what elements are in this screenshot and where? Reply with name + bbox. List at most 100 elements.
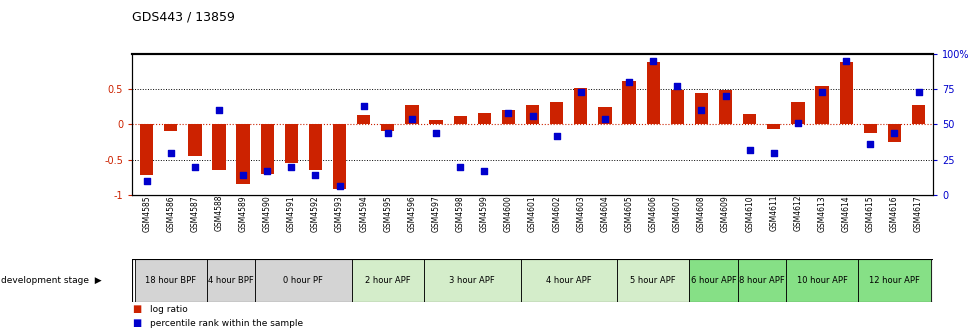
Point — [741, 147, 757, 153]
Point — [645, 58, 660, 64]
Text: GSM4598: GSM4598 — [455, 195, 465, 232]
Bar — [767, 124, 779, 129]
Point — [427, 130, 443, 135]
Bar — [520, 259, 616, 302]
Text: 3 hour APF: 3 hour APF — [449, 276, 495, 285]
Text: GSM4588: GSM4588 — [214, 195, 223, 232]
Text: GSM4600: GSM4600 — [504, 195, 512, 232]
Text: development stage  ▶: development stage ▶ — [1, 276, 102, 285]
Text: 4 hour APF: 4 hour APF — [546, 276, 591, 285]
Bar — [718, 90, 732, 124]
Text: GSM4617: GSM4617 — [913, 195, 922, 232]
Bar — [255, 259, 351, 302]
Bar — [477, 113, 490, 124]
Bar — [670, 90, 684, 124]
Bar — [212, 124, 225, 170]
Point — [162, 150, 178, 155]
Point — [621, 79, 637, 85]
Text: GSM4602: GSM4602 — [552, 195, 560, 232]
Bar — [598, 107, 611, 124]
Bar — [285, 124, 297, 163]
Text: GSM4585: GSM4585 — [142, 195, 151, 232]
Text: 4 hour BPF: 4 hour BPF — [208, 276, 253, 285]
Point — [814, 89, 829, 94]
Point — [862, 141, 877, 147]
Bar — [453, 116, 467, 124]
Text: GSM4609: GSM4609 — [721, 195, 730, 232]
Text: 2 hour APF: 2 hour APF — [365, 276, 410, 285]
Bar — [574, 88, 587, 124]
Text: GSM4603: GSM4603 — [576, 195, 585, 232]
Text: GSM4599: GSM4599 — [479, 195, 488, 232]
Point — [259, 168, 275, 174]
Point — [572, 89, 588, 94]
Text: GSM4589: GSM4589 — [239, 195, 247, 232]
Text: GSM4590: GSM4590 — [262, 195, 272, 232]
Bar — [333, 124, 346, 189]
Text: GSM4586: GSM4586 — [166, 195, 175, 232]
Text: GSM4594: GSM4594 — [359, 195, 368, 232]
Text: GSM4593: GSM4593 — [334, 195, 343, 232]
Bar — [164, 124, 177, 131]
Point — [235, 172, 250, 178]
Bar — [694, 92, 707, 124]
Bar — [188, 124, 201, 156]
Point — [476, 168, 492, 174]
Point — [404, 116, 420, 121]
Bar — [351, 259, 423, 302]
Bar — [616, 259, 689, 302]
Point — [886, 130, 902, 135]
Text: GSM4610: GSM4610 — [744, 195, 753, 232]
Text: GSM4592: GSM4592 — [311, 195, 320, 232]
Point — [837, 58, 853, 64]
Bar — [206, 259, 255, 302]
Text: GSM4615: GSM4615 — [865, 195, 874, 232]
Bar — [742, 114, 756, 124]
Bar — [815, 86, 827, 124]
Bar — [550, 102, 562, 124]
Bar — [308, 124, 322, 170]
Text: GSM4616: GSM4616 — [889, 195, 898, 232]
Text: GSM4613: GSM4613 — [817, 195, 825, 232]
Bar — [736, 259, 785, 302]
Point — [910, 89, 925, 94]
Point — [669, 84, 685, 89]
Bar — [380, 124, 394, 131]
Bar — [140, 124, 154, 175]
Text: 12 hour APF: 12 hour APF — [868, 276, 919, 285]
Point — [307, 172, 323, 178]
Bar — [785, 259, 858, 302]
Text: GSM4595: GSM4595 — [383, 195, 392, 232]
Text: GSM4614: GSM4614 — [841, 195, 850, 232]
Point — [284, 164, 299, 169]
Point — [211, 108, 227, 113]
Text: GSM4606: GSM4606 — [648, 195, 657, 232]
Text: GSM4611: GSM4611 — [769, 195, 778, 232]
Point — [597, 116, 612, 121]
Text: GSM4607: GSM4607 — [672, 195, 681, 232]
Bar — [911, 104, 924, 124]
Text: GSM4605: GSM4605 — [624, 195, 633, 232]
Point — [524, 113, 540, 119]
Text: GSM4587: GSM4587 — [190, 195, 200, 232]
Bar — [237, 124, 249, 184]
Bar — [858, 259, 930, 302]
Bar — [502, 110, 514, 124]
Bar — [863, 124, 876, 133]
Text: ■: ■ — [132, 304, 141, 314]
Bar — [134, 259, 206, 302]
Bar — [260, 124, 274, 174]
Bar — [689, 259, 736, 302]
Bar — [429, 120, 442, 124]
Point — [139, 178, 155, 183]
Bar — [525, 104, 539, 124]
Text: GSM4591: GSM4591 — [287, 195, 295, 232]
Point — [500, 110, 515, 116]
Text: 6 hour APF: 6 hour APF — [689, 276, 735, 285]
Bar — [790, 102, 804, 124]
Bar — [357, 115, 370, 124]
Bar — [645, 62, 659, 124]
Text: 10 hour APF: 10 hour APF — [796, 276, 847, 285]
Text: GSM4601: GSM4601 — [527, 195, 537, 232]
Point — [765, 150, 780, 155]
